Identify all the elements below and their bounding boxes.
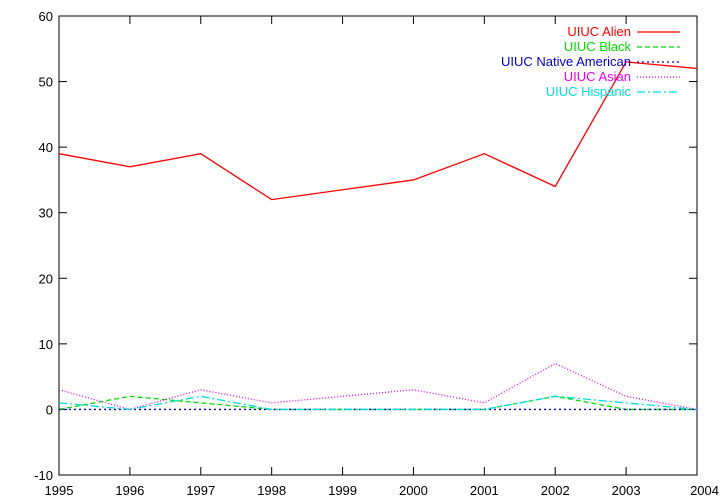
x-tick-label: 2002 — [541, 483, 570, 498]
y-tick-label: 10 — [39, 337, 53, 352]
x-tick-label: 1995 — [45, 483, 74, 498]
y-tick-label: 50 — [39, 75, 53, 90]
x-tick-label: 1997 — [186, 483, 215, 498]
series-line-uiuc-asian — [58, 362, 698, 411]
series-layer — [58, 61, 698, 411]
y-tick-label: 0 — [46, 402, 53, 417]
x-tick-label: 2000 — [399, 483, 428, 498]
y-tick-label: 30 — [39, 206, 53, 221]
legend-label: UIUC Hispanic — [546, 84, 632, 99]
series-line-uiuc-hispanic — [58, 395, 698, 411]
x-tick-label: 2001 — [470, 483, 499, 498]
x-tick-label: 2004 — [690, 483, 719, 498]
x-tick-label: 1998 — [257, 483, 286, 498]
legend-label: UIUC Native American — [501, 54, 631, 69]
legend-label: UIUC Black — [564, 39, 632, 54]
series-line-uiuc-alien — [58, 61, 698, 201]
y-tick-label: 60 — [39, 9, 53, 24]
y-tick-label: -10 — [34, 468, 53, 483]
x-tick-label: 2003 — [612, 483, 641, 498]
legend-label: UIUC Asian — [564, 69, 631, 84]
x-tick-label: 1996 — [115, 483, 144, 498]
y-tick-label: 20 — [39, 271, 53, 286]
plot-frame — [58, 15, 698, 476]
legend-label: UIUC Alien — [567, 24, 631, 39]
axis-ticks: -10 0 10 20 30 40 50 60 1995 1996 1997 1998 1999 2000… — [34, 9, 719, 498]
x-tick-label: 1999 — [328, 483, 357, 498]
y-tick-label: 40 — [39, 140, 53, 155]
